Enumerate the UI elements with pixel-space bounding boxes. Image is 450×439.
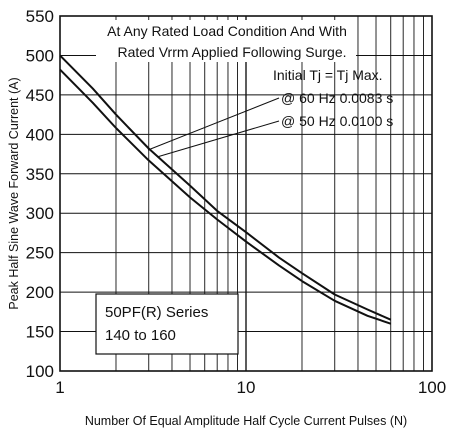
label-50hz: @ 50 Hz 0.0100 s: [281, 113, 393, 129]
annotation-background: [96, 20, 356, 62]
y-tick-label: 100: [26, 362, 54, 381]
series-info-box: [95, 293, 239, 355]
y-tick-label: 350: [26, 165, 54, 184]
series-line-2: [59, 68, 392, 325]
leader-line-50hz: [156, 120, 280, 158]
annotation-line-3: Initial Tj = Tj Max.: [273, 67, 383, 83]
y-axis-title: Peak Half Sine Wave Forward Current (A): [7, 77, 21, 309]
y-tick-label: 550: [26, 7, 54, 26]
series-box-line-1: 50PF(R) Series: [105, 304, 208, 321]
y-tick-label: 300: [26, 204, 54, 223]
y-tick-label: 400: [26, 125, 54, 144]
x-tick-label: 1: [55, 378, 64, 397]
annotation-line-1: At Any Rated Load Condition And With: [107, 23, 347, 39]
x-tick-label: 100: [418, 378, 446, 397]
series-layer: [59, 54, 392, 325]
y-tick-label: 500: [26, 46, 54, 65]
leader-line-60hz: [147, 97, 280, 151]
tick-label-layer: 100 150 200 250 300 350 400 450 500 550 1 10 100: [26, 7, 447, 397]
y-tick-label: 200: [26, 283, 54, 302]
y-tick-label: 150: [26, 323, 54, 342]
y-tick-label: 450: [26, 86, 54, 105]
plot-frame: [59, 15, 433, 372]
x-tick-label: 10: [237, 378, 256, 397]
series-box-line-2: 140 to 160: [105, 327, 176, 344]
x-axis-title: Number Of Equal Amplitude Half Cycle Cur…: [85, 414, 407, 428]
label-60hz: @ 60 Hz 0.0083 s: [281, 90, 393, 106]
annotation-line-2: Rated Vrrm Applied Following Surge.: [117, 44, 346, 60]
series-line-1: [59, 54, 392, 321]
y-tick-label: 250: [26, 244, 54, 263]
